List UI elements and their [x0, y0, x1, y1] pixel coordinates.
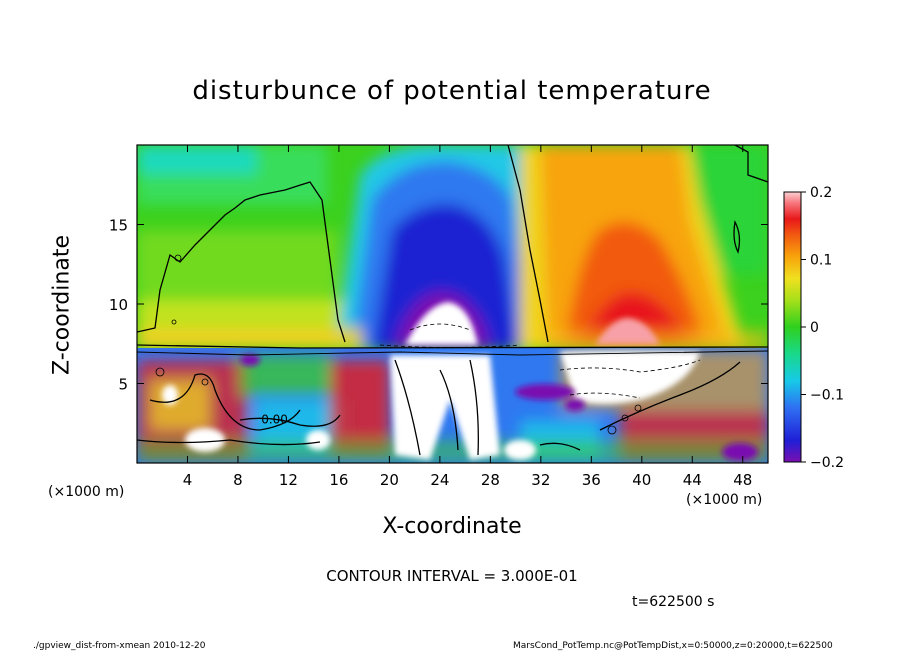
contour-label: 0.00 — [261, 412, 288, 426]
x-unit-left: (×1000 m) — [48, 484, 125, 500]
y-axis-label: Z-coordinate — [49, 235, 75, 375]
colorbar-tick-label: −0.2 — [810, 455, 844, 471]
footer-data-source: MarsCond_PotTemp.nc@PotTempDist,x=0:5000… — [513, 641, 833, 651]
contour-value-labels: 0.00 — [261, 412, 288, 426]
x-tick-label: 24 — [430, 471, 449, 489]
colorbar-tick-label: 0.1 — [810, 253, 832, 269]
x-tick-label: 12 — [279, 471, 298, 489]
x-tick-label: 36 — [582, 471, 601, 489]
heatmap-field — [137, 145, 768, 463]
x-tick-label: 8 — [233, 471, 243, 489]
colorbar-tick-label: −0.1 — [810, 388, 844, 404]
x-tick-label: 20 — [380, 471, 399, 489]
x-tick-label: 48 — [733, 471, 752, 489]
time-label: t=622500 s — [632, 594, 715, 610]
x-tick-label: 28 — [481, 471, 500, 489]
x-tick-label: 16 — [329, 471, 348, 489]
footer-script-name: ./gpview_dist-from-xmean 2010-12-20 — [33, 641, 206, 651]
y-axis: 5 10 15 — [109, 217, 768, 394]
colorbar — [783, 191, 802, 463]
chart-title: disturbunce of potential temperature — [192, 76, 712, 106]
x-tick-label: 40 — [632, 471, 651, 489]
x-axis: 4 8 12 16 20 24 28 32 36 40 44 48 — [183, 145, 752, 489]
x-unit-right: (×1000 m) — [686, 492, 763, 508]
x-tick-label: 44 — [683, 471, 702, 489]
x-tick-label: 4 — [183, 471, 193, 489]
x-tick-label: 32 — [531, 471, 550, 489]
colorbar-tick-label: 0 — [810, 320, 819, 336]
y-tick-label: 5 — [118, 376, 128, 394]
contour-interval-label: CONTOUR INTERVAL = 3.000E-01 — [326, 567, 578, 585]
y-tick-label: 15 — [109, 217, 128, 235]
colorbar-ticks: 0.2 0.1 0 −0.1 −0.2 — [801, 185, 844, 471]
x-axis-label: X-coordinate — [382, 514, 522, 539]
colorbar-tick-label: 0.2 — [810, 185, 832, 201]
contour-lines — [137, 145, 768, 456]
y-tick-label: 10 — [109, 296, 128, 314]
